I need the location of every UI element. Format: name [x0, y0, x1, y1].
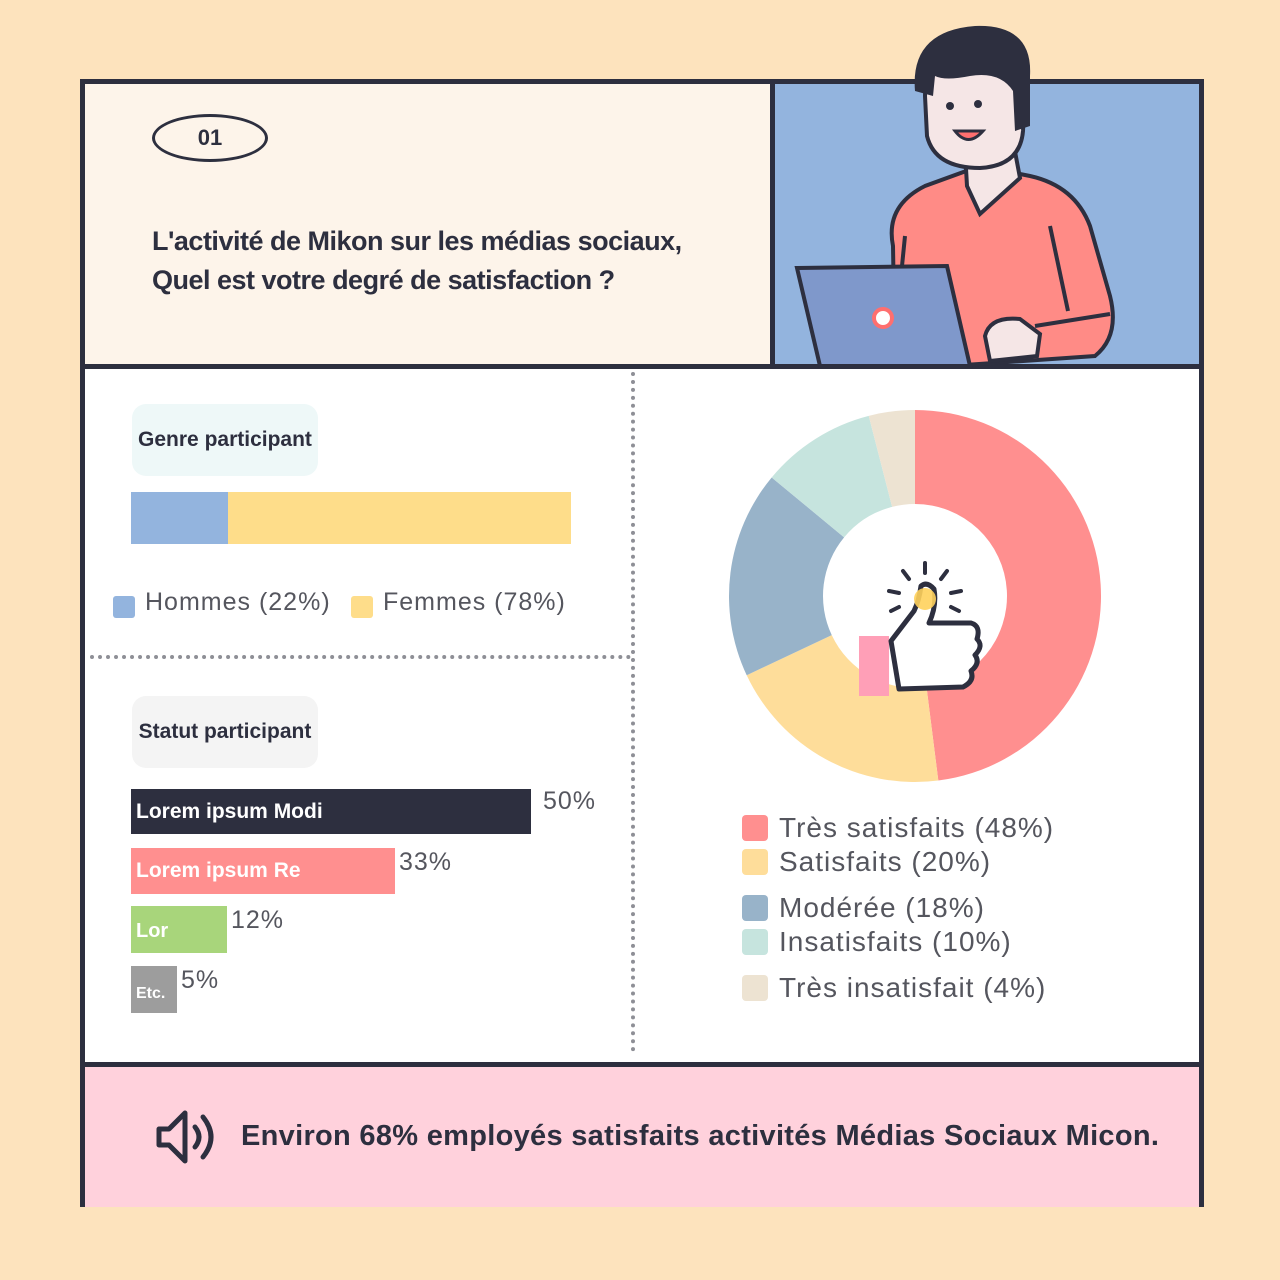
- status-bar-value-label: 50%: [543, 787, 597, 815]
- status-bar: Lorem ipsum Modi: [131, 789, 531, 834]
- title-line-1: L'activité de Mikon sur les médias socia…: [152, 226, 682, 256]
- speaker-icon: [156, 1110, 214, 1164]
- status-bar-value-label: 12%: [231, 906, 285, 934]
- thumbs-up-icon: [859, 561, 983, 696]
- status-bar-value-label: 5%: [181, 966, 220, 994]
- legend-item-hommes: Hommes (22%): [113, 586, 331, 618]
- gender-stacked-bar: [131, 492, 571, 544]
- legend-label: Très insatisfait (4%): [779, 972, 1047, 1003]
- horizontal-divider: [90, 655, 631, 659]
- summary-text: Environ 68% employés satisfaits activité…: [241, 1120, 1160, 1152]
- title-line-2: Quel est votre degré de satisfaction ?: [152, 265, 615, 295]
- legend-swatch: [742, 815, 768, 841]
- status-bar: Etc.: [131, 966, 177, 1013]
- status-bar: Lorem ipsum Re: [131, 848, 395, 894]
- header-panel: 01 L'activité de Mikon sur les médias so…: [85, 84, 775, 369]
- legend-label: Insatisfaits (10%): [779, 926, 1012, 957]
- status-bar: Lor: [131, 906, 227, 953]
- legend-label: Femmes (78%): [383, 587, 566, 616]
- legend-label: Modérée (18%): [779, 892, 985, 923]
- gender-label: Genre participant: [132, 404, 318, 476]
- legend-swatch: [113, 596, 135, 618]
- donut-legend-item: Modérée (18%): [742, 892, 985, 924]
- vertical-divider: [631, 372, 635, 1052]
- legend-label: Hommes (22%): [145, 587, 331, 616]
- infographic-frame: 01 L'activité de Mikon sur les médias so…: [80, 25, 1204, 1207]
- number-badge: 01: [152, 114, 268, 162]
- satisfaction-donut-chart: [729, 410, 1102, 782]
- donut-legend-item: Satisfaits (20%): [742, 846, 991, 878]
- hero-illustration: [775, 25, 1199, 369]
- donut-legend-item: Insatisfaits (10%): [742, 926, 1012, 958]
- legend-item-femmes: Femmes (78%): [351, 586, 566, 618]
- legend-label: Satisfaits (20%): [779, 846, 992, 877]
- legend-swatch: [742, 975, 768, 1001]
- legend-swatch: [742, 849, 768, 875]
- donut-legend-item: Très satisfaits (48%): [742, 812, 1054, 844]
- footer-banner: Environ 68% employés satisfaits activité…: [85, 1062, 1199, 1207]
- legend-label: Très satisfaits (48%): [779, 812, 1055, 843]
- status-label: Statut participant: [132, 696, 318, 768]
- donut-slice: [868, 410, 915, 507]
- person-laptop-illustration: [794, 25, 1115, 368]
- legend-swatch: [742, 929, 768, 955]
- donut-legend-item: Très insatisfait (4%): [742, 972, 1046, 1004]
- donut-slice: [729, 477, 845, 676]
- gender-bar-segment: [131, 492, 228, 544]
- donut-slice: [915, 410, 1102, 781]
- donut-slice: [771, 415, 893, 538]
- donut-slice: [746, 635, 939, 782]
- gender-bar-segment: [227, 492, 571, 544]
- legend-swatch: [351, 596, 373, 618]
- legend-swatch: [742, 895, 768, 921]
- status-bar-value-label: 33%: [399, 848, 453, 876]
- page-title: L'activité de Mikon sur les médias socia…: [152, 222, 752, 300]
